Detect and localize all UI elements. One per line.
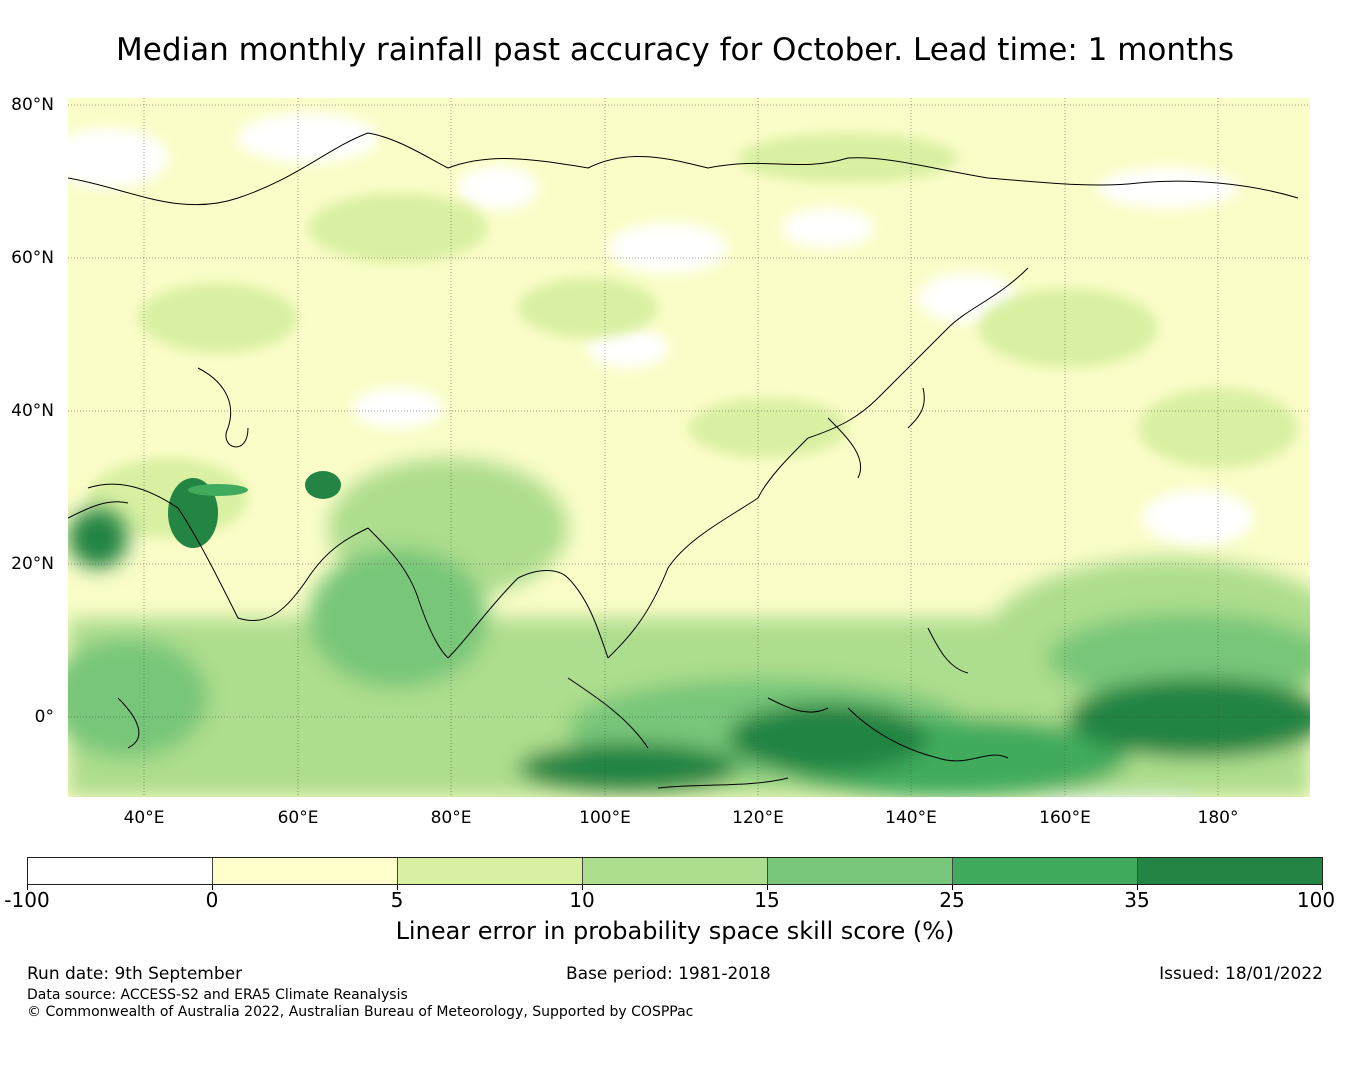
base-period: Base period: 1981-2018 — [566, 964, 771, 984]
lat-label-80n: 80°N — [11, 95, 54, 115]
lon-label-80e: 80°E — [430, 808, 472, 828]
colorbar-tickmark — [952, 885, 953, 890]
colorbar-tick: 15 — [754, 888, 780, 912]
colorbar-segment — [768, 858, 953, 884]
colorbar-segment — [953, 858, 1138, 884]
colorbar-tick: 100 — [1296, 888, 1336, 912]
copyright: © Commonwealth of Australia 2022, Austra… — [27, 1004, 694, 1020]
map-canvas — [68, 98, 1310, 797]
colorbar-tickmark — [582, 885, 583, 890]
data-source: Data source: ACCESS-S2 and ERA5 Climate … — [27, 987, 408, 1003]
colorbar-segment — [213, 858, 398, 884]
lon-label-40e: 40°E — [123, 808, 165, 828]
lat-label-60n: 60°N — [11, 248, 54, 268]
colorbar — [27, 857, 1323, 885]
colorbar-tickmark — [1137, 885, 1138, 890]
lon-label-120e: 120°E — [732, 808, 784, 828]
colorbar-tick: 35 — [1124, 888, 1150, 912]
arabia-high-skill — [168, 471, 341, 548]
colorbar-tickmark — [397, 885, 398, 890]
colorbar-segment — [398, 858, 583, 884]
colorbar-tickmark — [27, 885, 28, 890]
colorbar-tickmark — [1322, 885, 1323, 890]
issued-date: Issued: 18/01/2022 — [1159, 964, 1323, 984]
skill-score-map — [68, 98, 1310, 797]
lon-label-100e: 100°E — [579, 808, 631, 828]
lat-label-0: 0° — [34, 707, 54, 727]
colorbar-tickmark — [212, 885, 213, 890]
colorbar-tick: 10 — [569, 888, 595, 912]
colorbar-segment — [1138, 858, 1322, 884]
colorbar-segment — [28, 858, 213, 884]
lon-label-180: 180° — [1197, 808, 1239, 828]
colorbar-tick: -100 — [4, 888, 50, 912]
colorbar-tick: 0 — [205, 888, 219, 912]
lat-label-20n: 20°N — [11, 554, 54, 574]
colorbar-segment — [583, 858, 768, 884]
run-date: Run date: 9th September — [27, 964, 243, 984]
lon-label-160e: 160°E — [1039, 808, 1091, 828]
colorbar-tickmark — [767, 885, 768, 890]
colorbar-tick: 25 — [939, 888, 965, 912]
lon-label-60e: 60°E — [277, 808, 319, 828]
lat-label-40n: 40°N — [11, 401, 54, 421]
colorbar-tick: 5 — [390, 888, 404, 912]
gridlines — [68, 98, 1310, 797]
tropical-skill-band — [68, 458, 1310, 797]
lon-label-140e: 140°E — [885, 808, 937, 828]
colorbar-label: Linear error in probability space skill … — [395, 917, 955, 945]
coastlines — [68, 132, 1299, 789]
map-title: Median monthly rainfall past accuracy fo… — [116, 32, 1234, 68]
